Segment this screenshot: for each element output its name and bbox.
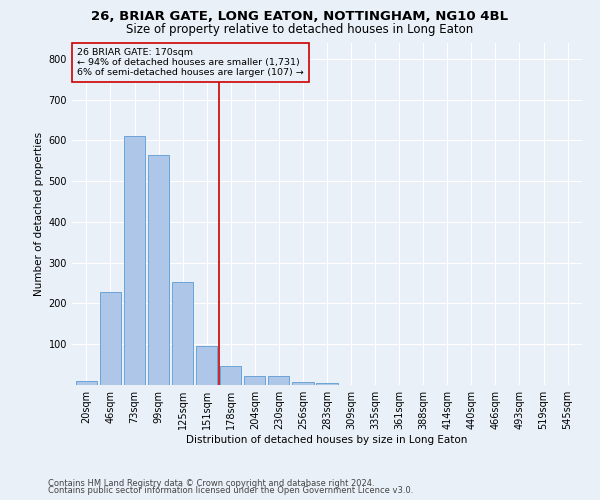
Bar [244, 376, 265, 385]
Text: Contains public sector information licensed under the Open Government Licence v3: Contains public sector information licen… [48, 486, 413, 495]
Bar [76, 381, 97, 385]
Bar [172, 282, 193, 385]
Y-axis label: Number of detached properties: Number of detached properties [34, 132, 44, 296]
Text: Contains HM Land Registry data © Crown copyright and database right 2024.: Contains HM Land Registry data © Crown c… [48, 478, 374, 488]
Bar [148, 154, 169, 385]
Bar [316, 383, 338, 385]
Bar [220, 366, 241, 385]
Bar [292, 382, 314, 385]
Text: 26, BRIAR GATE, LONG EATON, NOTTINGHAM, NG10 4BL: 26, BRIAR GATE, LONG EATON, NOTTINGHAM, … [91, 10, 509, 23]
Bar [268, 376, 289, 385]
X-axis label: Distribution of detached houses by size in Long Eaton: Distribution of detached houses by size … [187, 435, 467, 445]
Bar [124, 136, 145, 385]
Bar [100, 292, 121, 385]
Text: 26 BRIAR GATE: 170sqm
← 94% of detached houses are smaller (1,731)
6% of semi-de: 26 BRIAR GATE: 170sqm ← 94% of detached … [77, 48, 304, 78]
Bar [196, 346, 217, 385]
Text: Size of property relative to detached houses in Long Eaton: Size of property relative to detached ho… [127, 22, 473, 36]
